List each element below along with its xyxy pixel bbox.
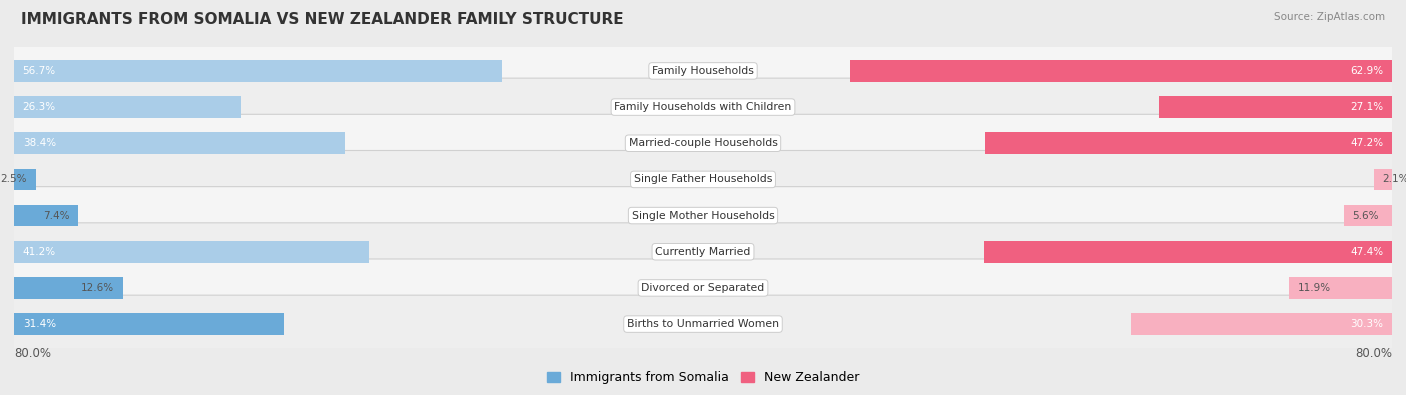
Text: 2.1%: 2.1% — [1382, 175, 1406, 184]
Bar — [1289, 277, 1392, 299]
Bar — [14, 169, 35, 190]
Bar — [1374, 169, 1392, 190]
Bar — [14, 277, 122, 299]
Text: Family Households: Family Households — [652, 66, 754, 76]
Text: 5.6%: 5.6% — [1353, 211, 1379, 220]
Text: Divorced or Separated: Divorced or Separated — [641, 283, 765, 293]
FancyBboxPatch shape — [7, 223, 1399, 281]
Text: 56.7%: 56.7% — [22, 66, 56, 76]
Text: 12.6%: 12.6% — [80, 283, 114, 293]
Text: 27.1%: 27.1% — [1350, 102, 1384, 112]
Text: Family Households with Children: Family Households with Children — [614, 102, 792, 112]
Text: 62.9%: 62.9% — [1350, 66, 1384, 76]
Text: 80.0%: 80.0% — [14, 347, 51, 360]
Text: 11.9%: 11.9% — [1298, 283, 1331, 293]
Bar — [14, 132, 344, 154]
FancyBboxPatch shape — [7, 78, 1399, 136]
Text: Single Mother Households: Single Mother Households — [631, 211, 775, 220]
Bar — [14, 60, 502, 82]
Text: 41.2%: 41.2% — [22, 247, 56, 257]
FancyBboxPatch shape — [7, 42, 1399, 100]
Text: 47.2%: 47.2% — [1350, 138, 1384, 148]
Text: 30.3%: 30.3% — [1350, 319, 1384, 329]
Bar — [1130, 313, 1392, 335]
Text: Births to Unmarried Women: Births to Unmarried Women — [627, 319, 779, 329]
FancyBboxPatch shape — [7, 295, 1399, 353]
Bar — [14, 313, 284, 335]
Text: 26.3%: 26.3% — [22, 102, 56, 112]
Bar — [851, 60, 1392, 82]
Text: 38.4%: 38.4% — [22, 138, 56, 148]
Legend: Immigrants from Somalia, New Zealander: Immigrants from Somalia, New Zealander — [543, 367, 863, 389]
Text: Single Father Households: Single Father Households — [634, 175, 772, 184]
FancyBboxPatch shape — [7, 114, 1399, 172]
Bar — [14, 205, 77, 226]
Text: Source: ZipAtlas.com: Source: ZipAtlas.com — [1274, 12, 1385, 22]
Text: 7.4%: 7.4% — [42, 211, 69, 220]
Text: 2.5%: 2.5% — [0, 175, 27, 184]
FancyBboxPatch shape — [7, 259, 1399, 317]
Text: 31.4%: 31.4% — [22, 319, 56, 329]
Text: IMMIGRANTS FROM SOMALIA VS NEW ZEALANDER FAMILY STRUCTURE: IMMIGRANTS FROM SOMALIA VS NEW ZEALANDER… — [21, 12, 624, 27]
Bar — [984, 241, 1392, 263]
Text: 47.4%: 47.4% — [1350, 247, 1384, 257]
Bar — [14, 241, 368, 263]
Bar — [1159, 96, 1392, 118]
Text: Currently Married: Currently Married — [655, 247, 751, 257]
FancyBboxPatch shape — [7, 150, 1399, 208]
Text: Married-couple Households: Married-couple Households — [628, 138, 778, 148]
Bar — [14, 96, 240, 118]
Bar — [986, 132, 1392, 154]
FancyBboxPatch shape — [7, 187, 1399, 245]
Text: 80.0%: 80.0% — [1355, 347, 1392, 360]
Bar — [1344, 205, 1392, 226]
